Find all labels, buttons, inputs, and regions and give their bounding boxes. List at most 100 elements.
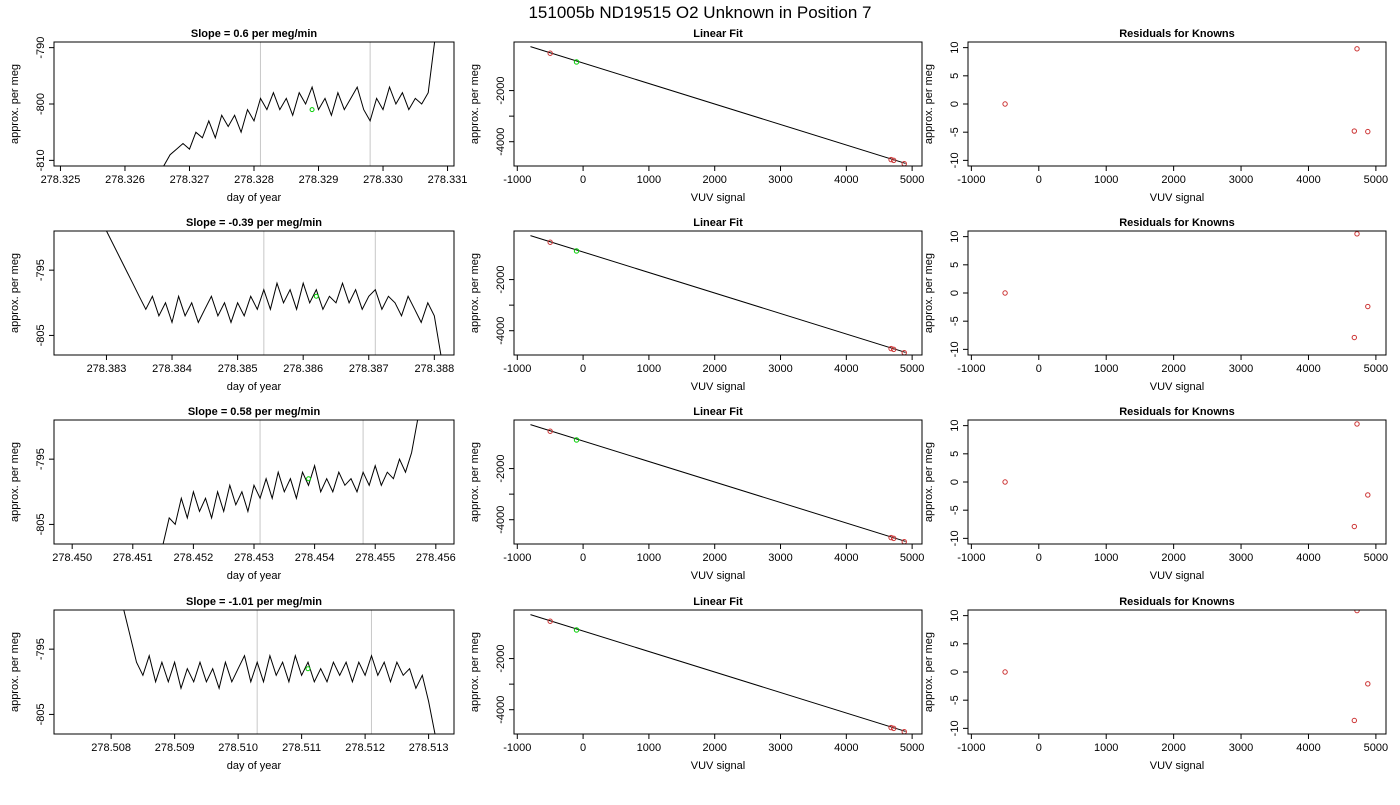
x-tick-label: 5000: [900, 174, 924, 186]
panel-r2-c3: Residuals for Knowns -1000 0 1000 2000 3000 40…: [923, 217, 1388, 393]
x-tick-label: 5000: [1364, 742, 1388, 754]
plot-frame: [513, 230, 923, 356]
x-tick-label: 5000: [900, 742, 924, 754]
plot-area: [106, 231, 442, 355]
known-point: [901, 728, 907, 734]
x-tick-label: 278.329: [299, 174, 339, 186]
fit-line: [530, 424, 906, 542]
y-axis-label: approx. per meg: [469, 64, 481, 144]
plot-area: [123, 610, 436, 734]
panel-r1-c1: Slope = 0.6 per meg/min 278.325 278.326 278…: [9, 28, 467, 204]
x-tick-label: 0: [580, 742, 586, 754]
x-tick-label: 3000: [768, 742, 792, 754]
x-tick-label: 278.387: [349, 363, 389, 375]
x-tick-label: 0: [580, 552, 586, 564]
x-tick-label: -1000: [503, 174, 531, 186]
known-point: [1002, 101, 1008, 107]
y-tick-label: -2000: [495, 266, 507, 294]
known-point: [1365, 303, 1371, 310]
x-tick-label: 278.456: [416, 552, 456, 564]
x-tick-label: 1000: [637, 742, 661, 754]
x-tick-label: 1000: [637, 363, 661, 375]
y-tick-label: 10: [949, 610, 961, 622]
x-tick-label: 2000: [1161, 174, 1185, 186]
x-tick-label: 2000: [702, 552, 726, 564]
panel-title: Residuals for Knowns: [1119, 596, 1235, 608]
plot-frame: [53, 230, 455, 356]
x-tick-label: 278.388: [414, 363, 454, 375]
y-tick-label: 10: [949, 420, 961, 432]
known-point: [1351, 128, 1358, 134]
plot-area: [530, 614, 907, 734]
panel-title: Linear Fit: [693, 406, 743, 418]
y-tick-label: -4000: [495, 506, 507, 534]
y-tick-label: 10: [949, 42, 961, 54]
panel-title: Residuals for Knowns: [1119, 28, 1235, 40]
panel-r3-c3: Residuals for Knowns -1000 0 1000 2000 3000 40…: [923, 406, 1388, 582]
panel-title: Slope = 0.58 per meg/min: [188, 406, 321, 418]
panel-r2-c1: Slope = -0.39 per meg/min 278.383 278.384 2…: [9, 217, 455, 393]
plot-frame: [53, 419, 455, 545]
x-tick-label: 278.325: [41, 174, 81, 186]
plot-area: [530, 424, 907, 544]
y-tick-label: 5: [949, 451, 961, 457]
plot-area: [530, 46, 907, 166]
x-tick-label: 4000: [1296, 552, 1320, 564]
panel-title: Slope = 0.6 per meg/min: [191, 28, 318, 40]
x-tick-label: 1000: [637, 552, 661, 564]
y-axis-label: approx. per meg: [923, 632, 935, 712]
x-tick-label: 2000: [1161, 552, 1185, 564]
x-tick-label: 2000: [702, 363, 726, 375]
x-tick-label: 1000: [637, 174, 661, 186]
y-tick-label: -805: [35, 513, 47, 535]
panel-r3-c2: Linear Fit -1000 0 1000 2000 3000 4000 5000 -400…: [469, 406, 924, 582]
y-tick-label: -4000: [495, 696, 507, 724]
x-tick-label: 278.455: [355, 552, 395, 564]
x-tick-label: 278.328: [234, 174, 274, 186]
x-tick-label: 5000: [900, 552, 924, 564]
x-tick-label: 278.510: [218, 742, 258, 754]
y-tick-label: -790: [35, 37, 47, 59]
figure-title: 151005b ND19515 O2 Unknown in Position 7: [528, 3, 871, 22]
x-tick-label: 0: [1036, 363, 1042, 375]
x-tick-label: 3000: [1229, 742, 1253, 754]
x-tick-label: 278.384: [152, 363, 192, 375]
x-tick-label: 3000: [1229, 363, 1253, 375]
x-tick-label: 278.508: [91, 742, 131, 754]
plot-frame: [967, 230, 1387, 356]
data-trace: [162, 420, 419, 544]
known-point: [1002, 290, 1008, 296]
x-axis-label: VUV signal: [691, 381, 745, 393]
x-tick-label: 1000: [1094, 363, 1118, 375]
y-tick-label: -10: [949, 720, 961, 736]
x-tick-label: 1000: [1094, 742, 1118, 754]
y-tick-label: -4000: [495, 128, 507, 156]
plot-area: [1002, 46, 1371, 135]
known-point: [1002, 479, 1008, 485]
y-tick-label: -2000: [495, 645, 507, 673]
x-axis-label: day of year: [227, 760, 282, 772]
y-axis-label: approx. per meg: [469, 442, 481, 522]
plot-frame: [513, 419, 923, 545]
y-tick-label: 10: [949, 231, 961, 243]
panel-r3-c1: Slope = 0.58 per meg/min 278.450 278.451 27…: [9, 406, 456, 582]
fit-line: [530, 235, 906, 353]
y-tick-label: -5: [949, 695, 961, 705]
panel-title: Slope = -1.01 per meg/min: [186, 596, 322, 608]
known-point: [891, 157, 897, 164]
y-tick-label: -10: [949, 152, 961, 168]
x-tick-label: -1000: [503, 363, 531, 375]
plot-frame: [967, 609, 1387, 735]
x-tick-label: -1000: [957, 552, 985, 564]
known-point: [901, 160, 907, 166]
y-axis-label: approx. per meg: [9, 64, 21, 144]
unknown-marker: [313, 293, 319, 299]
x-tick-label: 3000: [768, 552, 792, 564]
y-tick-label: 5: [949, 641, 961, 647]
x-tick-label: 278.326: [105, 174, 145, 186]
known-point: [1351, 523, 1358, 530]
known-point: [1354, 421, 1360, 427]
x-tick-label: 278.383: [87, 363, 127, 375]
x-axis-label: VUV signal: [1150, 570, 1204, 582]
x-tick-label: 278.327: [170, 174, 210, 186]
